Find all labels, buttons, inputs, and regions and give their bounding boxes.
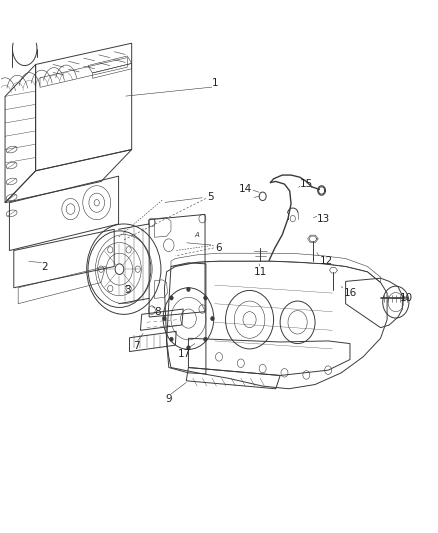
Text: 16: 16 (343, 288, 357, 298)
Circle shape (187, 287, 190, 292)
Text: 2: 2 (41, 262, 48, 271)
Text: 9: 9 (166, 394, 172, 405)
Text: 7: 7 (133, 341, 139, 351)
Text: 15: 15 (300, 179, 313, 189)
Circle shape (170, 296, 173, 300)
Text: 14: 14 (239, 184, 252, 195)
Text: 10: 10 (400, 293, 413, 303)
Text: 3: 3 (124, 286, 131, 295)
Circle shape (162, 317, 166, 321)
Text: 5: 5 (207, 192, 214, 203)
Text: 8: 8 (155, 306, 161, 317)
Circle shape (211, 317, 214, 321)
Text: 17: 17 (177, 349, 191, 359)
Text: A: A (194, 232, 199, 238)
Text: 11: 11 (254, 267, 267, 277)
Circle shape (187, 346, 190, 350)
Circle shape (204, 337, 207, 342)
Circle shape (170, 337, 173, 342)
Text: 6: 6 (215, 243, 223, 253)
Text: 12: 12 (319, 256, 332, 266)
Text: 13: 13 (317, 214, 330, 224)
Circle shape (204, 296, 207, 300)
Text: 1: 1 (211, 78, 218, 88)
